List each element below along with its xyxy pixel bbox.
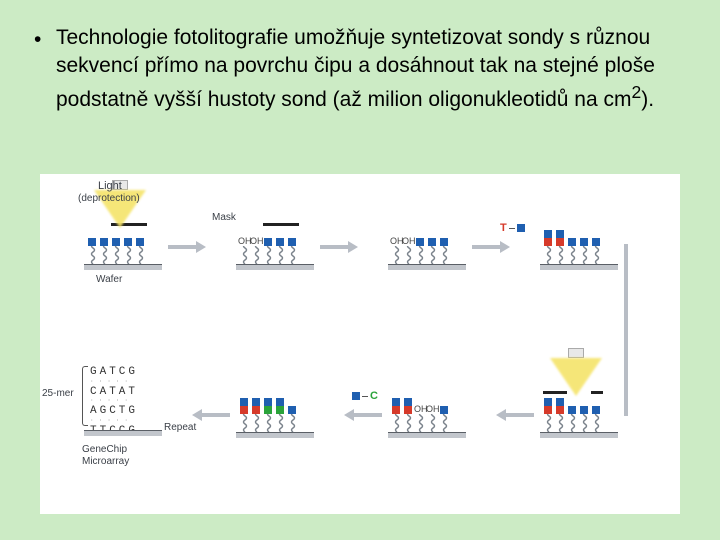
oh-label: OH <box>250 236 264 246</box>
deprotection-label: (deprotection) <box>78 193 140 204</box>
protecting-cap <box>288 406 296 414</box>
c-base <box>276 406 284 414</box>
protecting-cap <box>544 398 552 406</box>
flow-arrow-right <box>320 242 358 252</box>
protecting-cap <box>276 238 284 246</box>
protecting-cap <box>440 406 448 414</box>
protecting-cap <box>392 398 400 406</box>
step-p5 <box>540 360 618 438</box>
genechip-label: GeneChip <box>82 444 127 455</box>
protecting-cap <box>264 398 272 406</box>
step-p2: OHOH <box>236 192 314 270</box>
reagent-c: C <box>352 390 378 402</box>
t-base <box>404 406 412 414</box>
protecting-cap <box>288 238 296 246</box>
protecting-cap <box>428 238 436 246</box>
flow-arrow-right <box>168 242 206 252</box>
protecting-cap <box>100 238 108 246</box>
wafer <box>388 264 466 270</box>
protecting-cap <box>252 398 260 406</box>
protecting-cap <box>124 238 132 246</box>
wafer <box>236 432 314 438</box>
flow-arrow-left <box>496 410 534 420</box>
protecting-cap <box>580 238 588 246</box>
t-label: T <box>500 222 507 234</box>
light-cone <box>550 358 602 396</box>
wafer <box>388 432 466 438</box>
protecting-cap <box>592 406 600 414</box>
t-base <box>240 406 248 414</box>
protecting-cap <box>264 238 272 246</box>
t-base <box>556 406 564 414</box>
protecting-cap <box>544 230 552 238</box>
brace-25mer <box>82 366 88 426</box>
reagent-t: T <box>500 222 525 234</box>
protecting-cap <box>416 238 424 246</box>
wafer <box>84 430 162 436</box>
mask-segment <box>263 223 299 226</box>
protecting-cap <box>276 398 284 406</box>
t-base <box>544 238 552 246</box>
light-label: Light <box>98 180 122 192</box>
wafer-label: Wafer <box>96 274 122 285</box>
step-p4 <box>540 192 618 270</box>
mask-label: Mask <box>212 212 236 223</box>
protecting-cap <box>568 406 576 414</box>
flow-arrow-left <box>344 410 382 420</box>
step-p3: OHOH <box>388 192 466 270</box>
step-p6: OHOH <box>388 360 466 438</box>
t-base <box>556 238 564 246</box>
t-base <box>392 406 400 414</box>
microarray-label: Microarray <box>82 456 129 467</box>
wafer <box>84 264 162 270</box>
oh-label: OH <box>402 236 416 246</box>
protecting-cap <box>556 230 564 238</box>
protecting-cap <box>580 406 588 414</box>
bullet-body: Technologie fotolitografie umožňuje synt… <box>56 26 655 111</box>
flow-arrow-left <box>192 410 230 420</box>
c-base <box>264 406 272 414</box>
t-base <box>544 406 552 414</box>
bullet-paragraph: • Technologie fotolitografie umožňuje sy… <box>56 24 680 114</box>
light-source-icon <box>568 348 584 358</box>
step-p7 <box>236 360 314 438</box>
flow-arrow-down <box>624 244 628 416</box>
flow-arrow-right <box>472 242 510 252</box>
protecting-cap <box>592 238 600 246</box>
protecting-cap <box>240 398 248 406</box>
t-base <box>252 406 260 414</box>
oh-label: OH <box>426 404 440 414</box>
protecting-cap <box>112 238 120 246</box>
protecting-cap <box>556 398 564 406</box>
protecting-cap <box>404 398 412 406</box>
c-label: C <box>370 390 378 402</box>
bullet-end: ). <box>641 88 654 111</box>
wafer <box>540 264 618 270</box>
wafer <box>236 264 314 270</box>
bullet-mark: • <box>34 26 41 54</box>
protecting-cap <box>440 238 448 246</box>
bullet-sup: 2 <box>631 82 641 102</box>
repeat-label: Repeat <box>164 422 196 433</box>
mer25-label: 25-mer <box>42 388 74 399</box>
protecting-cap <box>136 238 144 246</box>
oligo-grid: GATCG·····CATAT·····AGCTG·····TTCCG <box>90 366 138 437</box>
protecting-cap <box>88 238 96 246</box>
protecting-cap <box>568 238 576 246</box>
photolithography-diagram: OHOHOHOHOHOHLight(deprotection)MaskWafer… <box>40 174 680 514</box>
wafer <box>540 432 618 438</box>
